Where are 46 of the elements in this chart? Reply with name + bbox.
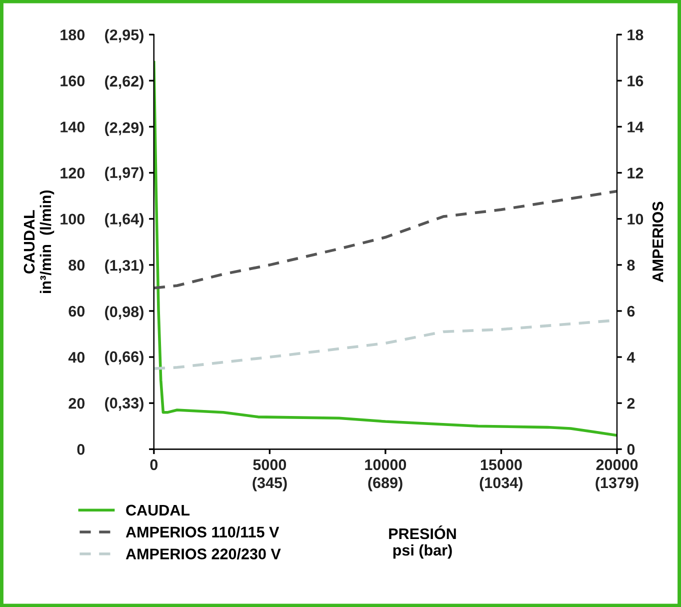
y2-tick-label: 8 xyxy=(627,260,635,271)
x-tick-label: 10000 xyxy=(365,459,406,470)
y-tick-label: 20 xyxy=(68,398,85,409)
line-series xyxy=(154,190,617,290)
y2-tick-label: 10 xyxy=(628,214,644,225)
x2-tick-label: (1034) xyxy=(480,476,522,492)
y-tick-label: 0 xyxy=(77,444,85,455)
y-tick-label: 140 xyxy=(60,122,85,132)
y-tick-label: 60 xyxy=(68,306,85,317)
y2-tick-label: 4 xyxy=(626,352,636,363)
legend-label: CAUDAL xyxy=(126,504,190,516)
y-tick-label: 120 xyxy=(60,168,85,178)
y-tick-label: 160 xyxy=(60,76,85,86)
y-tick-label: 80 xyxy=(68,260,85,271)
y-axis-title: CAUDAL in³/min (l/min) xyxy=(24,190,54,294)
x-tick-label: 5000 xyxy=(253,459,286,470)
y3-tick-label: (0,33) xyxy=(105,397,144,412)
x-axis-title: PRESIÓN psi (bar) xyxy=(389,525,456,559)
legend-label: AMPERIOS 110/115 V xyxy=(126,526,280,538)
y3-tick-label: (0,98) xyxy=(105,306,144,320)
y2-tick-label: 0 xyxy=(627,444,635,455)
y3-tick-label: (2,62) xyxy=(105,75,144,90)
legend-label: AMPERIOS 220/230 V xyxy=(126,548,281,560)
y3-tick-label: (1,97) xyxy=(105,166,144,182)
line-series xyxy=(154,60,617,437)
x-tick-label: 20000 xyxy=(596,459,638,470)
y2-tick-label: 6 xyxy=(627,306,635,317)
x2-tick-label: (689) xyxy=(368,476,402,492)
y2-tick-label: 12 xyxy=(628,168,644,178)
x-tick-label: 15000 xyxy=(480,459,522,470)
y3-tick-label: (2,95) xyxy=(105,29,144,44)
x-tick-label: 0 xyxy=(150,459,158,470)
y-tick-label: 100 xyxy=(60,214,85,225)
y2-tick-label: 16 xyxy=(628,76,644,86)
y3-tick-label: (1,64) xyxy=(105,213,144,228)
y-tick-label: 40 xyxy=(68,352,85,363)
x2-tick-label: (345) xyxy=(252,476,287,492)
y2-tick-label: 18 xyxy=(628,29,644,40)
x2-tick-label: (1379) xyxy=(596,476,638,492)
y2-axis-title: AMPERIOS xyxy=(652,202,664,282)
y2-tick-label: 14 xyxy=(628,122,644,132)
y2-tick-label: 2 xyxy=(627,398,635,409)
y3-tick-label: (0,66) xyxy=(105,350,144,366)
y3-tick-label: (1,31) xyxy=(105,260,144,274)
y3-tick-label: (2,29) xyxy=(105,122,144,136)
y-tick-label: 180 xyxy=(60,29,85,40)
